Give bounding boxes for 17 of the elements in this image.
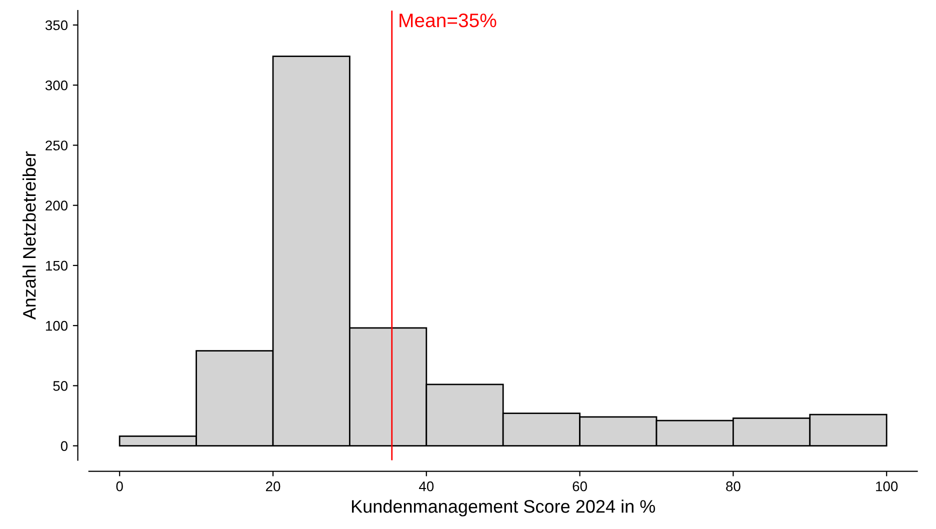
y-tick-label: 350 <box>45 20 68 30</box>
y-tick-label: 50 <box>53 381 68 391</box>
x-tick-label: 60 <box>572 481 587 492</box>
x-tick-label: 20 <box>266 481 280 492</box>
x-tick-label: 0 <box>116 481 123 492</box>
x-tick-label: 100 <box>876 481 898 492</box>
y-tick-label: 200 <box>46 200 68 211</box>
y-tick-label: 250 <box>46 140 68 150</box>
x-axis-title: Kundenmanagement Score 2024 in % <box>352 500 656 516</box>
y-tick-label: 300 <box>45 80 68 90</box>
x-tick-label: 40 <box>418 481 434 492</box>
y-tick-label: 0 <box>60 441 68 451</box>
y-axis-title: Anzahl Netzbetreiber <box>22 151 36 320</box>
ref-line-label: Mean=35% <box>400 14 496 28</box>
y-tick-label: 150 <box>46 260 68 271</box>
y-tick-label: 100 <box>46 320 68 331</box>
x-tick-label: 80 <box>726 481 740 492</box>
